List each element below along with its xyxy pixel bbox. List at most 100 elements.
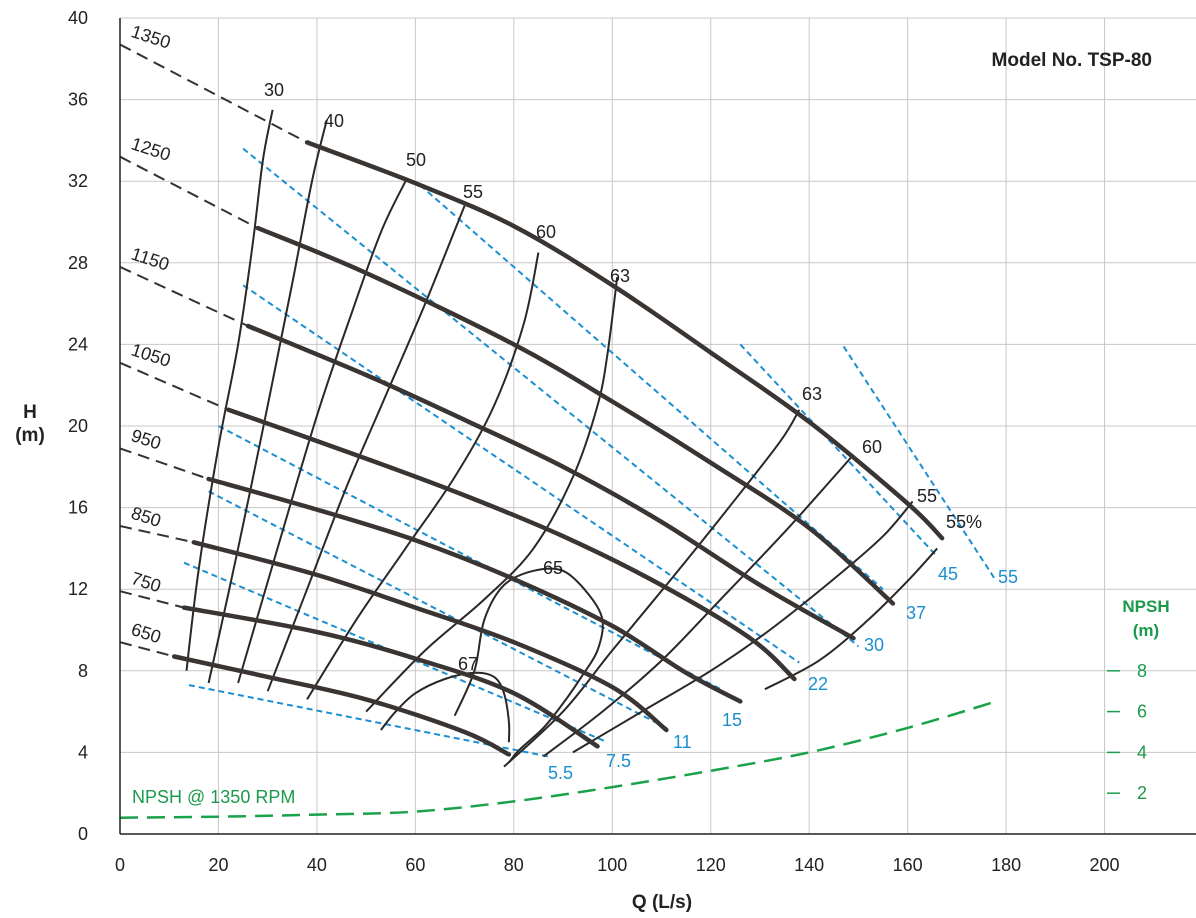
y-tick-label: 12 <box>68 579 88 599</box>
power-line <box>218 425 722 691</box>
speed-label: 1350 <box>129 21 173 52</box>
speed-curve <box>304 140 945 541</box>
npsh-tick-label: 2 <box>1137 783 1147 803</box>
efficiency-curve <box>365 276 619 713</box>
npsh-curve-label: NPSH @ 1350 RPM <box>132 787 295 807</box>
npsh-curve-group <box>119 700 997 819</box>
y-tick-label: 8 <box>78 661 88 681</box>
speed-curve <box>206 476 743 704</box>
efficiency-label: 67 <box>458 654 478 674</box>
x-tick-label: 20 <box>208 855 228 875</box>
x-tick-label: 60 <box>405 855 425 875</box>
speed-curve <box>171 654 512 757</box>
efficiency-label: 60 <box>536 222 556 242</box>
efficiency-label: 65 <box>543 558 563 578</box>
speed-curve <box>191 540 669 733</box>
grid <box>119 17 1196 835</box>
efficiency-label: 40 <box>324 111 344 131</box>
efficiency-curve <box>572 500 914 754</box>
speed-curve-extension <box>119 265 249 327</box>
power-line <box>419 184 884 590</box>
y-axis-title-line2: (m) <box>15 425 45 446</box>
npsh-axis-title-line2: (m) <box>1133 621 1159 640</box>
speed-curve <box>181 605 600 749</box>
npsh-tick-label: 8 <box>1137 661 1147 681</box>
efficiency-curve <box>185 109 274 671</box>
power-label: 30 <box>864 635 884 655</box>
y-tick-label: 4 <box>78 742 88 762</box>
efficiency-curve <box>503 409 801 768</box>
efficiency-label: 55 <box>917 486 937 506</box>
efficiency-curve <box>764 547 938 691</box>
speed-curve-extension <box>119 641 175 658</box>
x-tick-label: 40 <box>307 855 327 875</box>
x-tick-label: 160 <box>893 855 923 875</box>
speed-curve <box>226 407 797 682</box>
power-label: 45 <box>938 564 958 584</box>
axes: 0 20 40 60 80 100 120 140 160 180 2000481216202428… <box>68 8 1196 875</box>
speed-label: 950 <box>129 425 164 453</box>
y-tick-label: 40 <box>68 8 88 28</box>
power-line <box>842 345 998 582</box>
efficiency-label: 55 <box>463 182 483 202</box>
x-tick-label: 120 <box>696 855 726 875</box>
power-line <box>739 343 938 558</box>
power-line <box>183 561 608 744</box>
power-line <box>208 490 667 729</box>
y-tick-label: 16 <box>68 498 88 518</box>
x-tick-label: 180 <box>991 855 1021 875</box>
curve-labels: 1350125011501050950850750650304050556063… <box>129 21 1018 807</box>
npsh-axis-title-line1: NPSH <box>1122 597 1169 616</box>
y-tick-label: 0 <box>78 824 88 844</box>
y-tick-label: 20 <box>68 416 88 436</box>
y-tick-label: 28 <box>68 253 88 273</box>
npsh-tick-label: 6 <box>1137 702 1147 722</box>
speed-label: 650 <box>129 619 164 647</box>
speed-curve-extension <box>119 525 195 544</box>
power-label: 7.5 <box>606 751 631 771</box>
power-label: 15 <box>722 710 742 730</box>
y-tick-label: 24 <box>68 334 88 354</box>
speed-label: 850 <box>129 503 164 531</box>
speed-curve <box>255 225 896 606</box>
efficiency-label: 50 <box>406 150 426 170</box>
efficiency-curve <box>306 252 540 700</box>
chart-title: Model No. TSP-80 <box>992 50 1152 71</box>
npsh-tick-label: 4 <box>1137 742 1147 762</box>
y-tick-label: 32 <box>68 171 88 191</box>
efficiency-curve <box>453 567 604 764</box>
speed-curve-extension <box>119 447 209 480</box>
speed-curve-extension <box>119 590 185 609</box>
speed-curve-extension <box>119 43 308 144</box>
efficiency-label: 30 <box>264 80 284 100</box>
y-axis-title-line1: H <box>23 402 37 423</box>
power-label: 37 <box>906 603 926 623</box>
efficiency-label: 63 <box>802 384 822 404</box>
speed-label: 750 <box>129 568 164 596</box>
x-tick-label: 100 <box>597 855 627 875</box>
efficiency-curve <box>207 119 328 684</box>
power-label: 11 <box>673 732 692 752</box>
speed-label: 1150 <box>129 244 172 275</box>
efficiency-curve <box>542 453 855 758</box>
speed-label: 1250 <box>129 134 173 165</box>
speed-curve-extension <box>119 361 229 411</box>
speed-curves <box>119 43 945 757</box>
power-line <box>242 284 800 664</box>
x-tick-label: 80 <box>504 855 524 875</box>
efficiency-label: 63 <box>610 266 630 286</box>
x-tick-label: 200 <box>1090 855 1120 875</box>
speed-curve-extension <box>119 155 259 229</box>
efficiency-curve <box>380 671 511 743</box>
efficiency-curve <box>266 205 466 692</box>
efficiency-label: 60 <box>862 437 882 457</box>
y-tick-label: 36 <box>68 90 88 110</box>
x-tick-label: 0 <box>115 855 125 875</box>
power-label: 5.5 <box>548 763 573 783</box>
power-label: 22 <box>808 674 828 694</box>
speed-curve <box>245 323 856 641</box>
efficiency-curve <box>237 180 407 684</box>
efficiency-label: 55% <box>946 512 982 532</box>
npsh-curve <box>119 700 997 819</box>
